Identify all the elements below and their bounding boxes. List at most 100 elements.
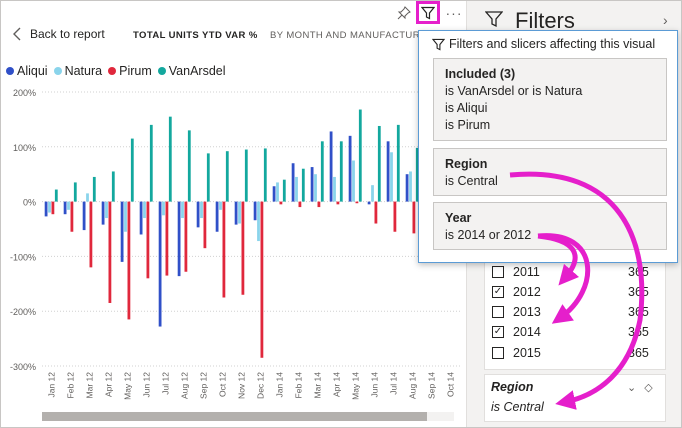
bar-natura: [276, 182, 279, 202]
legend-item[interactable]: Natura: [53, 64, 102, 78]
bar-aliqui: [44, 201, 48, 217]
back-to-report-button[interactable]: Back to report: [12, 27, 105, 41]
year-count: 365: [628, 305, 649, 319]
chevron-down-icon[interactable]: ⌄: [627, 382, 637, 394]
region-popup-title: Region: [445, 157, 488, 171]
bar-natura: [390, 152, 393, 202]
year-option-2013[interactable]: 2013: [492, 305, 541, 319]
bar-aliqui: [272, 186, 276, 202]
legend-dot: [108, 67, 117, 75]
year-option-2015[interactable]: 2015: [492, 346, 541, 360]
x-tick-label: Mar 14: [313, 372, 323, 399]
bar-natura: [67, 201, 70, 210]
included-line: is VanArsdel or is Natura: [445, 84, 583, 98]
legend-item[interactable]: Pirum: [108, 64, 152, 78]
x-tick-label: Jul 14: [389, 372, 399, 395]
checkbox[interactable]: [492, 347, 504, 359]
x-tick-label: Mar 12: [85, 372, 95, 399]
region-filter-title: Region: [491, 380, 534, 394]
checkbox[interactable]: ✓: [492, 286, 504, 298]
bar-aliqui: [139, 201, 143, 235]
bar-vanarsdel: [263, 148, 267, 202]
x-tick-label: Jun 12: [142, 372, 152, 398]
bar-vanarsdel: [130, 138, 134, 202]
x-tick-label: Apr 12: [104, 372, 114, 397]
year-label: 2014: [513, 325, 541, 339]
bar-natura: [409, 171, 412, 202]
bar-pirum: [374, 201, 378, 224]
bar-vanarsdel: [282, 179, 286, 202]
bar-pirum: [108, 201, 112, 303]
year-count: 365: [628, 285, 649, 299]
bar-aliqui: [405, 174, 409, 202]
bar-pirum: [51, 201, 55, 215]
funnel-icon: [485, 11, 503, 28]
bar-natura: [314, 174, 317, 202]
pin-icon[interactable]: [394, 4, 414, 22]
bar-natura: [200, 201, 203, 219]
checkbox[interactable]: [492, 266, 504, 278]
year-label: 2012: [513, 285, 541, 299]
bar-pirum: [279, 201, 283, 205]
bar-natura: [371, 185, 374, 202]
bar-aliqui: [367, 201, 371, 205]
filters-pane-title: Filters: [515, 8, 575, 33]
bar-aliqui: [63, 201, 67, 215]
chevron-right-icon[interactable]: ›: [663, 12, 668, 28]
x-tick-label: Nov 12: [237, 372, 247, 399]
year-label: 2013: [513, 305, 541, 319]
x-tick-label: Jan 14: [275, 372, 285, 398]
year-option-2012[interactable]: ✓ 2012: [492, 285, 541, 299]
region-popup-card: Region is Central: [433, 148, 667, 196]
region-filter-value: is Central: [491, 400, 544, 414]
bar-natura: [105, 201, 108, 219]
bar-vanarsdel: [301, 168, 305, 202]
x-tick-label: Oct 12: [218, 372, 228, 397]
bar-vanarsdel: [358, 109, 362, 202]
region-popup-value: is Central: [445, 174, 498, 188]
included-title: Included (3): [445, 67, 516, 81]
bar-aliqui: [386, 141, 390, 202]
bar-aliqui: [348, 135, 352, 202]
bar-vanarsdel: [149, 124, 153, 202]
checkbox[interactable]: ✓: [492, 326, 504, 338]
breadcrumb-visual-title: TOTAL UNITS YTD VAR %: [133, 30, 258, 41]
bar-aliqui: [177, 201, 181, 277]
year-option-2011[interactable]: 2011: [492, 265, 540, 279]
bar-vanarsdel: [187, 130, 191, 202]
bar-vanarsdel: [377, 125, 381, 202]
bar-pirum: [393, 201, 397, 232]
bar-pirum: [260, 201, 264, 358]
breadcrumb-visual-subtitle: BY MONTH AND MANUFACTURER: [270, 30, 434, 41]
bar-natura: [257, 201, 260, 242]
scrollbar-thumb[interactable]: [42, 412, 427, 421]
legend-item[interactable]: VanArsdel: [157, 64, 226, 78]
bar-vanarsdel: [73, 182, 77, 202]
bar-vanarsdel: [339, 141, 343, 202]
bar-natura: [162, 201, 165, 216]
year-popup-value: is 2014 or 2012: [445, 228, 532, 242]
bar-aliqui: [101, 201, 105, 225]
bar-aliqui: [120, 201, 124, 262]
x-tick-label: Dec 12: [256, 372, 266, 399]
year-option-2014[interactable]: ✓ 2014: [492, 325, 541, 339]
y-tick-label: -100%: [10, 252, 36, 262]
eraser-icon[interactable]: ◇: [644, 382, 653, 394]
x-tick-label: Jun 14: [370, 372, 380, 398]
visual-filter-icon-button[interactable]: [416, 1, 440, 24]
checkbox[interactable]: [492, 306, 504, 318]
bar-pirum: [222, 201, 226, 298]
popup-heading: Filters and slicers affecting this visua…: [432, 37, 655, 51]
x-tick-label: Aug 14: [408, 372, 418, 399]
bar-vanarsdel: [206, 153, 210, 202]
bar-pirum: [146, 201, 150, 279]
legend-item[interactable]: Aliqui: [6, 64, 48, 78]
more-options-icon[interactable]: ···: [445, 5, 463, 21]
bar-vanarsdel: [92, 176, 96, 202]
bar-pirum: [203, 201, 207, 249]
x-tick-label: Sep 14: [427, 372, 437, 399]
y-tick-label: -300%: [10, 362, 36, 372]
x-tick-label: Sep 12: [199, 372, 209, 399]
legend-dot: [6, 67, 14, 75]
year-label: 2011: [513, 265, 540, 279]
